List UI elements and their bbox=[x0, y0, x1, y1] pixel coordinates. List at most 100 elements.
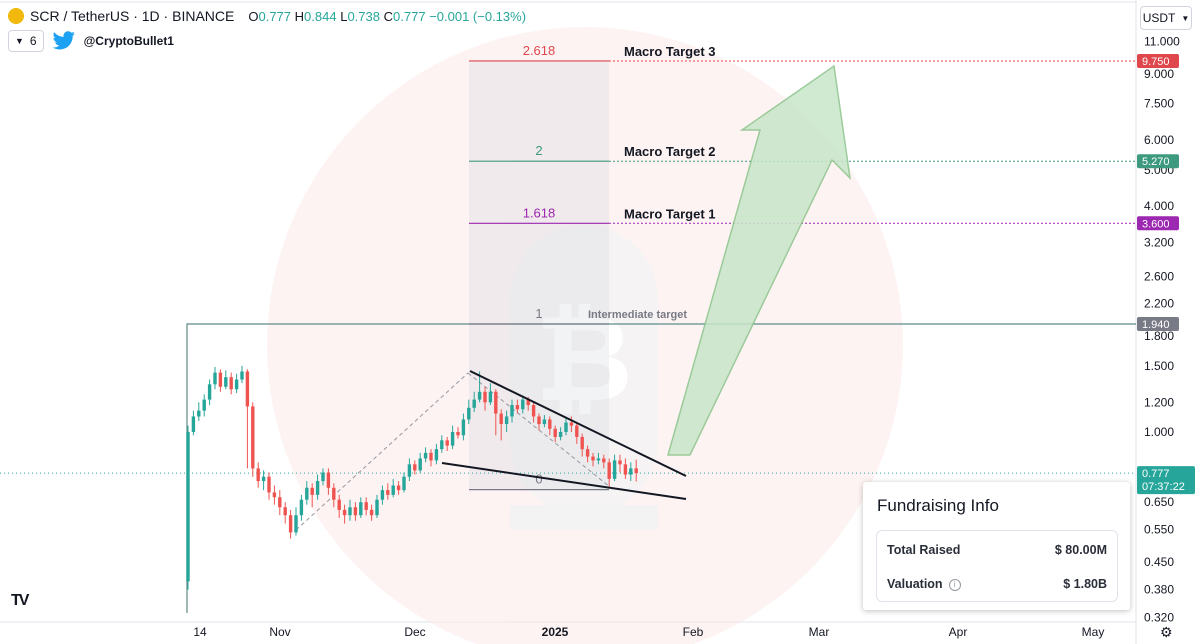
candle bbox=[440, 435, 444, 453]
candle bbox=[402, 472, 406, 493]
total-raised-value: $ 80.00M bbox=[1054, 543, 1107, 557]
candle-body bbox=[450, 432, 455, 446]
bullish-arrow bbox=[667, 64, 852, 456]
candle-body bbox=[580, 436, 584, 450]
candle-body bbox=[569, 422, 574, 426]
card-title: Fundraising Info bbox=[877, 496, 999, 515]
candle bbox=[369, 504, 374, 521]
fib-level-label: 1.618 bbox=[523, 205, 556, 220]
scr-coin-icon bbox=[8, 8, 24, 24]
currency-select[interactable]: USDT ▼ bbox=[1140, 6, 1192, 30]
candle-body bbox=[261, 476, 266, 482]
candle bbox=[407, 458, 412, 482]
candle-body bbox=[558, 432, 563, 437]
candle bbox=[197, 402, 201, 421]
candle bbox=[299, 494, 304, 521]
price-tag-text: 5.270 bbox=[1142, 156, 1170, 168]
total-raised-label: Total Raised bbox=[887, 543, 961, 557]
valuation-label: Valuation bbox=[887, 577, 943, 591]
candle-body bbox=[348, 507, 352, 516]
candle bbox=[467, 399, 471, 425]
candle-body bbox=[607, 462, 611, 479]
candle-body bbox=[602, 458, 606, 463]
low-label: L bbox=[340, 8, 348, 24]
candle-body bbox=[618, 460, 622, 465]
candle-body bbox=[213, 372, 217, 385]
info-icon[interactable]: i bbox=[948, 578, 961, 591]
table-row: Total Raised $ 80.00M bbox=[887, 543, 1107, 557]
candle-body bbox=[531, 405, 536, 417]
candle bbox=[413, 460, 417, 475]
price-tag: 5.270 bbox=[1137, 154, 1179, 169]
fundraising-card: Fundraising Info Total Raised $ 80.00M V… bbox=[863, 482, 1130, 610]
collapse-button[interactable]: ▼ 6 bbox=[8, 30, 44, 52]
candle-body bbox=[596, 458, 601, 461]
candle bbox=[531, 402, 536, 423]
gear-icon[interactable]: ⚙ bbox=[1160, 624, 1173, 640]
candle-body bbox=[510, 405, 514, 417]
candle-body bbox=[337, 499, 341, 510]
candle bbox=[332, 483, 336, 508]
candle bbox=[283, 502, 287, 524]
candle-body bbox=[332, 487, 336, 500]
price-tick: 1.000 bbox=[1144, 425, 1174, 439]
fib-level-label: 2 bbox=[535, 143, 542, 158]
time-tick: 2025 bbox=[542, 625, 569, 639]
currency-label: USDT bbox=[1142, 11, 1176, 25]
candle-body bbox=[488, 391, 493, 403]
price-tick: 1.200 bbox=[1144, 395, 1174, 409]
candle bbox=[310, 483, 314, 508]
time-tick: Dec bbox=[404, 625, 425, 639]
open-value: 0.777 bbox=[258, 8, 292, 24]
candle bbox=[602, 454, 606, 469]
candle-body bbox=[380, 490, 385, 500]
candle bbox=[623, 458, 628, 479]
candle bbox=[359, 497, 363, 518]
candle bbox=[288, 509, 293, 539]
candle bbox=[364, 497, 368, 516]
candle bbox=[191, 410, 196, 436]
candle-body bbox=[234, 379, 239, 390]
candle-body bbox=[407, 464, 412, 477]
candle bbox=[234, 373, 239, 394]
candle bbox=[558, 427, 563, 441]
candle bbox=[218, 369, 223, 392]
price-tick: 0.550 bbox=[1144, 522, 1174, 536]
price-tick: 0.450 bbox=[1144, 555, 1174, 569]
candle-body bbox=[434, 449, 439, 461]
table-row: Valuation i $ 1.80B bbox=[887, 577, 1107, 591]
candle bbox=[542, 414, 547, 428]
candle bbox=[569, 416, 574, 432]
candle bbox=[224, 370, 228, 390]
price-tag: 3.600 bbox=[1137, 216, 1179, 231]
fib-level-label: 0 bbox=[535, 472, 542, 487]
candle-body bbox=[553, 428, 557, 437]
wedge-upper-line bbox=[469, 370, 687, 477]
candle bbox=[375, 494, 379, 518]
candle bbox=[629, 462, 633, 482]
change-value: −0.001 (−0.13%) bbox=[429, 8, 527, 24]
price-tag: 1.940 bbox=[1137, 317, 1179, 332]
chevron-down-icon: ▼ bbox=[1181, 13, 1190, 23]
candle-body bbox=[305, 487, 309, 500]
candle bbox=[423, 447, 428, 463]
symbol-title[interactable]: SCR / TetherUS · 1D · BINANCE bbox=[30, 8, 235, 24]
candle bbox=[315, 474, 320, 500]
candle-body bbox=[288, 515, 293, 533]
candle-body bbox=[623, 464, 628, 475]
candle bbox=[472, 391, 476, 413]
price-tag-bg bbox=[1137, 53, 1179, 68]
candle bbox=[461, 413, 466, 441]
candle-body bbox=[585, 449, 590, 457]
time-tick: Feb bbox=[683, 625, 704, 639]
price-tick: 6.000 bbox=[1144, 133, 1174, 147]
price-tick: 7.500 bbox=[1144, 97, 1174, 111]
tradingview-logo[interactable]: TV bbox=[11, 592, 30, 609]
time-tick: Mar bbox=[809, 625, 830, 639]
candle-body bbox=[364, 502, 368, 510]
close-value: 0.777 bbox=[393, 8, 426, 24]
candle-body bbox=[515, 405, 520, 410]
time-tick: May bbox=[1082, 625, 1105, 639]
price-tag-bg bbox=[1137, 216, 1179, 231]
